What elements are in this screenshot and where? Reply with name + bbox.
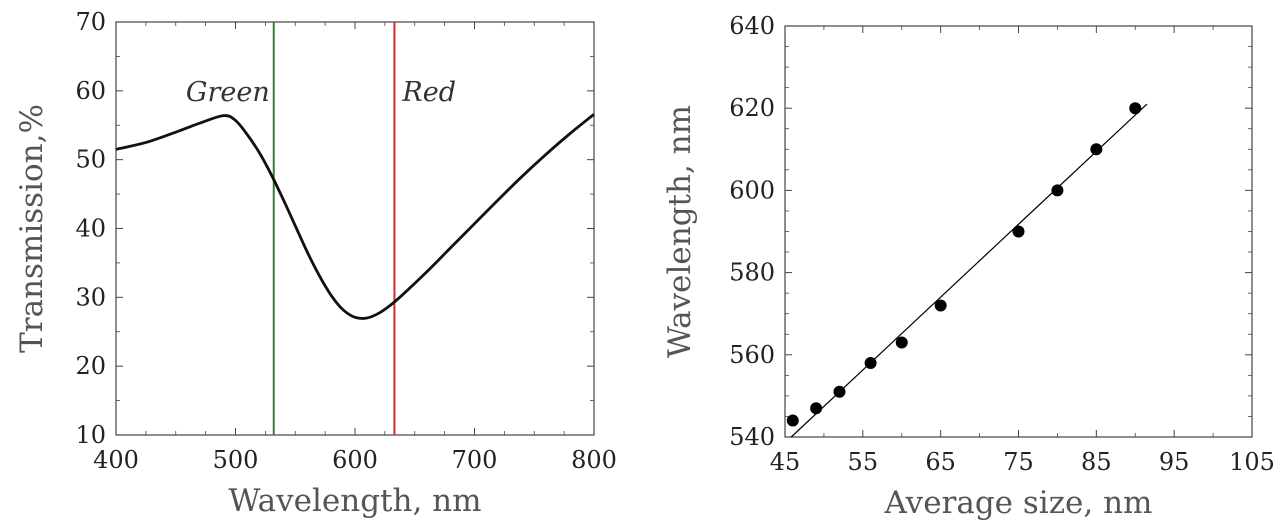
data-point (934, 299, 947, 312)
y-tick-label: 40 (75, 215, 106, 243)
y-tick-label: 600 (729, 176, 775, 204)
x-axis-title: Wavelength, nm (228, 483, 481, 519)
y-tick-label: 20 (75, 352, 106, 380)
y-tick-label: 10 (75, 421, 106, 449)
y-tick-label: 70 (75, 8, 106, 36)
x-tick-label: 600 (332, 446, 378, 474)
x-axis-title: Average size, nm (884, 485, 1153, 521)
x-tick-label: 95 (1159, 448, 1190, 476)
x-tick-label: 75 (1003, 448, 1034, 476)
y-tick-label: 60 (75, 77, 106, 105)
y-axis-title: Wavelength, nm (662, 105, 698, 358)
data-point (786, 414, 799, 427)
data-point (810, 402, 823, 415)
y-tick-label: 640 (729, 12, 775, 40)
y-tick-label: 580 (729, 259, 775, 287)
fit-line (790, 103, 1148, 438)
y-tick-label: 560 (729, 341, 775, 369)
data-point (895, 336, 908, 349)
vline-label-red: Red (401, 77, 456, 108)
x-tick-label: 800 (571, 446, 617, 474)
data-point (864, 357, 877, 370)
data-point (1012, 225, 1025, 238)
vline-label-green: Green (186, 77, 270, 108)
x-tick-label: 700 (452, 446, 498, 474)
transmission-curve (115, 113, 595, 320)
y-axis-title: Transmission,% (14, 104, 50, 353)
x-tick-label: 55 (848, 448, 879, 476)
data-point (1051, 184, 1064, 197)
x-tick-label: 65 (925, 448, 956, 476)
wavelength-vs-size-chart: 45 55 65 75 85 95 105 540 560 580 600 620 640 Average… (662, 12, 1275, 521)
x-tick-label: 45 (770, 448, 801, 476)
x-tick-label: 85 (1081, 448, 1112, 476)
y-tick-label: 30 (75, 283, 106, 311)
data-point (1129, 102, 1142, 115)
y-tick-label: 50 (75, 146, 106, 174)
x-tick-label: 500 (213, 446, 259, 474)
transmission-chart: 400 500 600 700 800 10 20 30 40 50 60 70 Wavelength,… (14, 8, 617, 519)
y-tick-label: 620 (729, 94, 775, 122)
data-point (833, 385, 846, 398)
y-tick-label: 540 (729, 423, 775, 451)
x-tick-label: 105 (1229, 448, 1275, 476)
data-point (1090, 143, 1103, 156)
x-tick-label: 400 (93, 446, 139, 474)
